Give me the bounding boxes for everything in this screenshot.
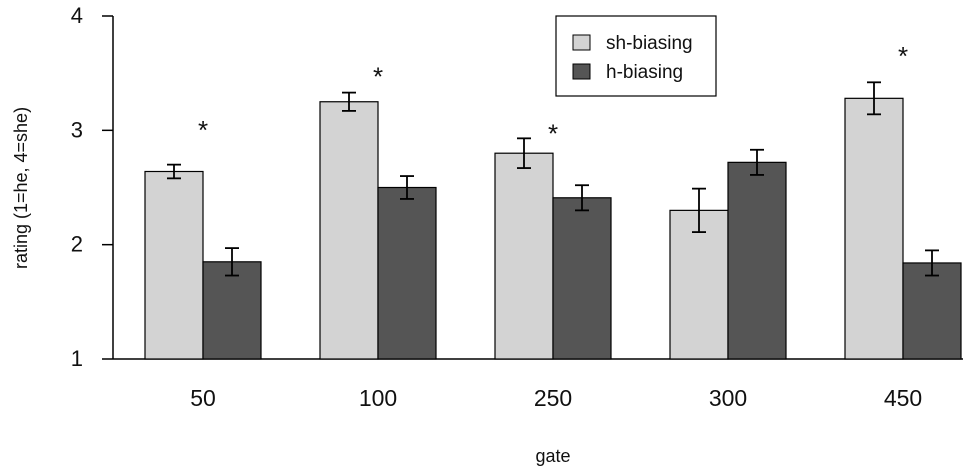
legend-swatch [572, 34, 591, 51]
error-bars [167, 81, 939, 277]
x-tick-label: 450 [884, 385, 922, 411]
y-tick-label: 4 [71, 3, 83, 28]
y-tick-label: 3 [71, 117, 83, 142]
bar [669, 209, 729, 360]
legend-label: sh-biasing [606, 33, 693, 54]
y-tick-label: 1 [71, 346, 83, 371]
bar [902, 262, 962, 360]
significance-markers: * * * * [198, 41, 908, 149]
significance-star: * [898, 41, 908, 71]
y-tick-label: 2 [71, 232, 83, 257]
bar [144, 170, 204, 360]
bar [319, 101, 379, 360]
bar [377, 186, 437, 360]
x-tick-label: 300 [709, 385, 747, 411]
legend-label: h-biasing [606, 62, 683, 83]
legend-swatch [572, 63, 591, 80]
bar [494, 152, 554, 360]
x-tick-label: 250 [534, 385, 572, 411]
legend: sh-biasing h-biasing [555, 15, 717, 97]
bar [727, 161, 787, 360]
x-tick-label: 50 [190, 385, 216, 411]
bar [844, 97, 904, 360]
significance-star: * [373, 61, 383, 91]
bar [552, 197, 612, 360]
y-axis-label: rating (1=he, 4=she) [11, 107, 31, 269]
significance-star: * [548, 119, 558, 149]
x-axis-label: gate [535, 446, 570, 466]
bar [202, 261, 262, 360]
legend-box [555, 15, 717, 97]
bars [144, 97, 962, 360]
significance-star: * [198, 115, 208, 145]
x-tick-label: 100 [359, 385, 397, 411]
